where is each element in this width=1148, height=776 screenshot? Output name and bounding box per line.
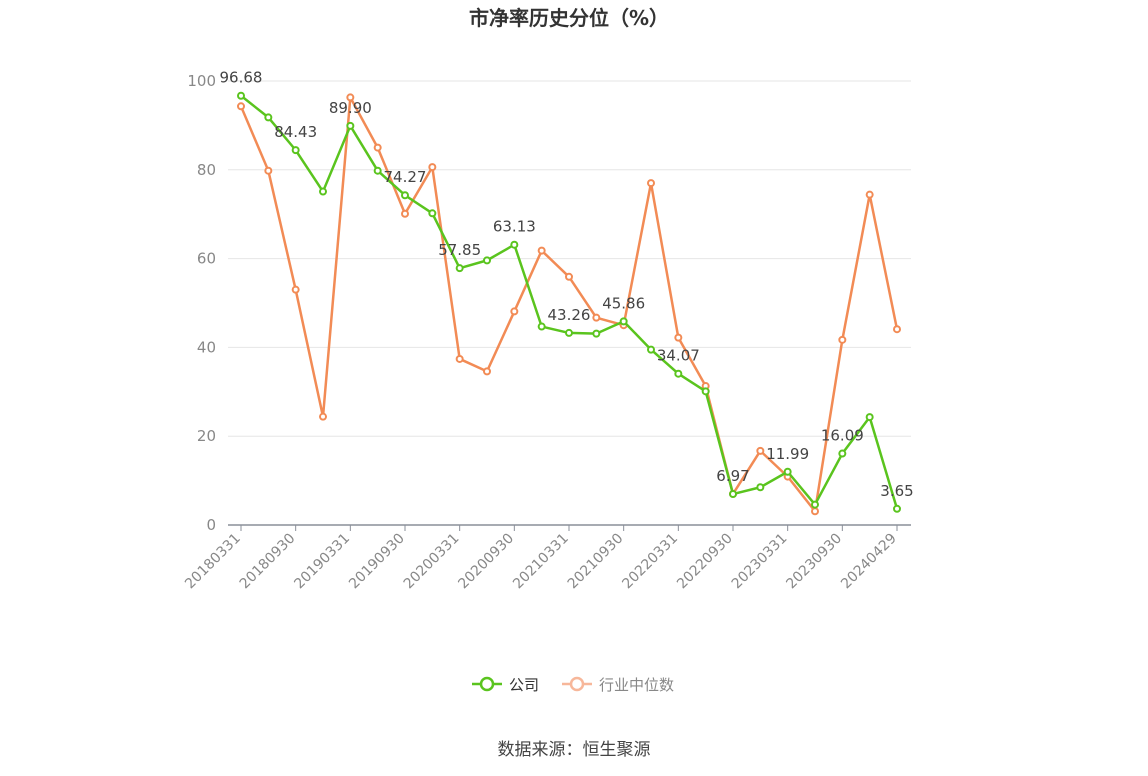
- data-label: 3.65: [880, 482, 913, 500]
- x-tick-label: 20220331: [619, 531, 681, 593]
- data-point: [811, 500, 819, 509]
- data-point: [592, 329, 601, 338]
- x-axis: 2018033120180930201903312019093020200331…: [182, 524, 911, 593]
- data-point: [373, 143, 382, 152]
- data-point: [428, 163, 437, 172]
- data-label: 89.90: [329, 99, 372, 117]
- data-point: [455, 354, 464, 363]
- y-tick-label: 0: [206, 516, 216, 534]
- series-company: [237, 91, 901, 513]
- legend-marker: [479, 676, 495, 692]
- x-tick-label: 20230930: [783, 531, 845, 593]
- y-tick-label: 60: [197, 250, 216, 268]
- y-tick-label: 80: [197, 161, 216, 179]
- data-point: [483, 367, 491, 376]
- data-point: [865, 413, 874, 422]
- source-label: 数据来源：恒生聚源: [498, 740, 651, 760]
- data-labels: 96.68 84.43 89.90 74.27 57.85 63.13 43.26 45.86…: [220, 69, 914, 500]
- data-point: [510, 240, 519, 249]
- data-point: [373, 166, 382, 175]
- data-point: [619, 317, 628, 326]
- data-point: [565, 272, 573, 281]
- data-point: [537, 246, 546, 255]
- data-point: [811, 507, 819, 516]
- x-tick-label: 20230331: [729, 531, 791, 593]
- data-point: [783, 467, 792, 476]
- data-point: [838, 335, 847, 344]
- data-point: [483, 256, 491, 265]
- grid: [228, 80, 911, 437]
- data-point: [291, 285, 300, 294]
- data-point: [674, 333, 683, 342]
- x-tick-label: 20210930: [565, 531, 627, 593]
- data-label: 96.68: [220, 69, 263, 87]
- x-tick-label: 20200331: [401, 531, 463, 593]
- series-layer: [237, 91, 901, 516]
- data-label: 57.85: [438, 241, 481, 259]
- data-point: [346, 93, 355, 102]
- data-point: [510, 307, 519, 316]
- x-tick-label: 20240429: [838, 531, 900, 593]
- y-tick-label: 40: [197, 338, 216, 356]
- data-point: [291, 146, 300, 155]
- data-label: 16.09: [821, 427, 864, 445]
- data-point: [674, 369, 683, 378]
- x-tick-label: 20190930: [346, 531, 408, 593]
- x-tick-label: 20210331: [510, 531, 572, 593]
- legend-label: 行业中位数: [599, 676, 674, 694]
- data-point: [893, 504, 901, 513]
- legend-item-industry-median[interactable]: 行业中位数: [562, 676, 674, 694]
- legend[interactable]: 公司 行业中位数: [472, 676, 674, 694]
- data-point: [237, 91, 245, 100]
- data-label: 84.43: [274, 123, 317, 141]
- x-tick-label: 20190331: [291, 531, 353, 593]
- x-tick-label: 20180331: [182, 531, 244, 593]
- data-point: [237, 102, 245, 111]
- data-point: [319, 187, 327, 196]
- data-label: 11.99: [766, 445, 809, 463]
- legend-label: 公司: [509, 676, 539, 694]
- data-point: [756, 446, 765, 455]
- data-point: [401, 209, 409, 218]
- data-point: [647, 345, 655, 354]
- data-point: [401, 191, 409, 200]
- data-label: 63.13: [493, 218, 536, 236]
- data-point: [893, 325, 901, 334]
- data-point: [592, 313, 601, 322]
- data-point: [729, 490, 737, 499]
- x-tick-label: 20200930: [455, 531, 517, 593]
- legend-marker: [569, 676, 585, 692]
- data-label: 45.86: [602, 294, 645, 312]
- data-point: [428, 209, 437, 218]
- legend-item-company[interactable]: 公司: [472, 676, 539, 694]
- data-label: 34.07: [657, 347, 700, 365]
- data-label: 74.27: [384, 168, 427, 186]
- x-tick-label: 20220930: [674, 531, 736, 593]
- data-point: [346, 121, 355, 130]
- data-point: [455, 264, 464, 273]
- data-point: [701, 387, 710, 396]
- x-tick-label: 20180930: [237, 531, 299, 593]
- y-axis: 0 20 40 60 80 100: [187, 72, 216, 534]
- y-tick-label: 20: [197, 427, 216, 445]
- chart-title: 市净率历史分位（%）: [469, 6, 669, 30]
- data-point: [319, 412, 327, 421]
- data-point: [264, 113, 273, 122]
- data-point: [838, 449, 847, 458]
- data-label: 43.26: [548, 306, 591, 324]
- data-point: [565, 328, 573, 337]
- data-point: [264, 166, 273, 175]
- data-point: [865, 190, 874, 199]
- data-point: [647, 179, 655, 188]
- data-label: 6.97: [716, 467, 749, 485]
- y-tick-label: 100: [187, 72, 216, 90]
- data-point: [756, 483, 765, 492]
- data-point: [537, 322, 546, 331]
